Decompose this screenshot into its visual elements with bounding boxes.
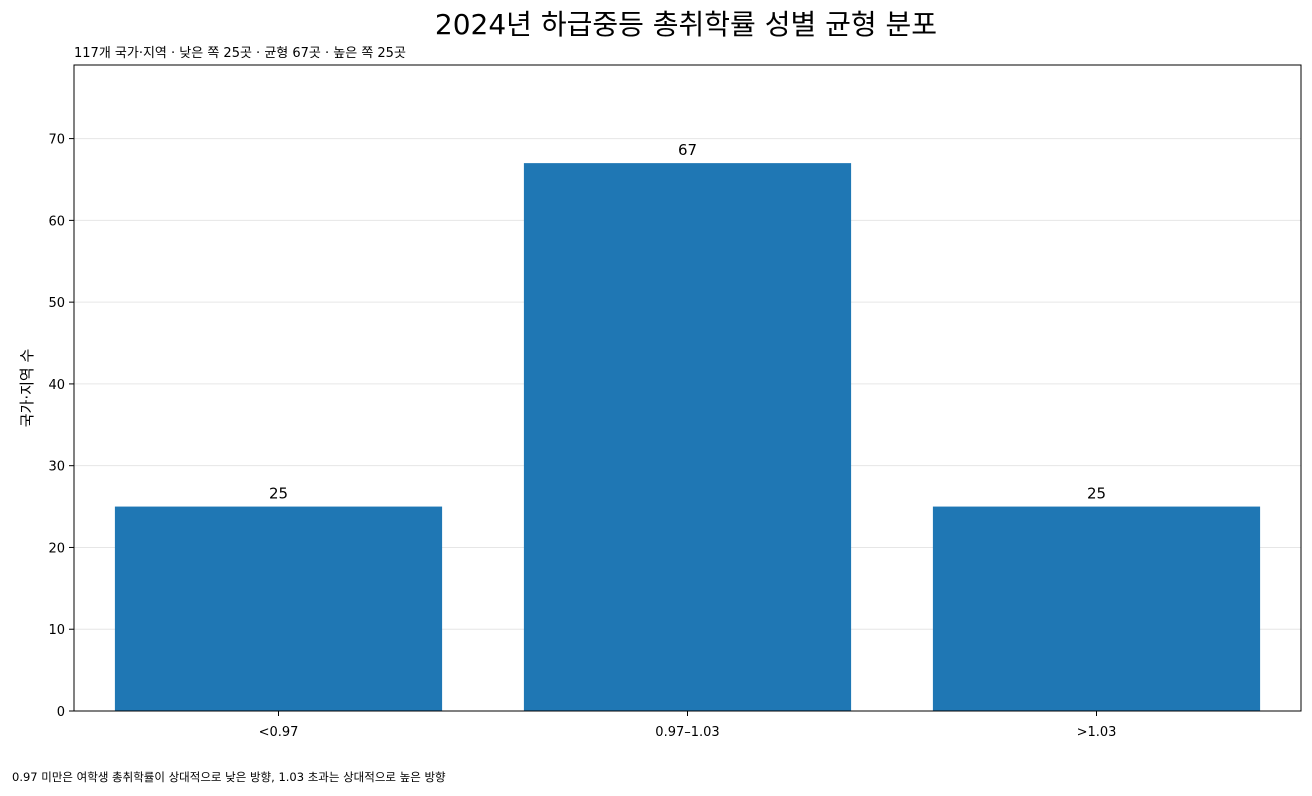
bar-value-label: 25 (269, 485, 288, 503)
bar (114, 506, 443, 711)
bars: 25 67 25 (114, 141, 1261, 711)
bar (932, 506, 1261, 711)
y-axis: 0 10 20 30 40 50 60 70 (48, 133, 74, 720)
chart-subtitle: 117개 국가·지역 · 낮은 쪽 25곳 · 균형 67곳 · 높은 쪽 25… (74, 46, 406, 61)
y-tick-label: 70 (48, 133, 65, 148)
footnote: 0.97 미만은 여학생 총취학률이 상대적으로 낮은 방향, 1.03 초과는… (12, 770, 446, 784)
y-tick-label: 0 (57, 705, 65, 720)
bar-value-label: 25 (1087, 485, 1106, 503)
bar-value-label: 67 (678, 141, 697, 159)
chart-title: 2024년 하급중등 총취학률 성별 균형 분포 (435, 8, 937, 41)
x-tick-label: 0.97–1.03 (655, 725, 719, 740)
x-tick-label: <0.97 (259, 725, 299, 740)
y-tick-label: 40 (48, 378, 65, 393)
y-axis-label: 국가·지역 수 (18, 349, 36, 428)
y-tick-label: 10 (48, 623, 65, 638)
y-tick-label: 30 (48, 460, 65, 475)
bar (523, 163, 852, 711)
x-axis: <0.97 0.97–1.03 >1.03 (259, 711, 1117, 740)
x-tick-label: >1.03 (1077, 725, 1117, 740)
y-tick-label: 50 (48, 296, 65, 311)
y-tick-label: 60 (48, 214, 65, 229)
y-tick-label: 20 (48, 541, 65, 556)
